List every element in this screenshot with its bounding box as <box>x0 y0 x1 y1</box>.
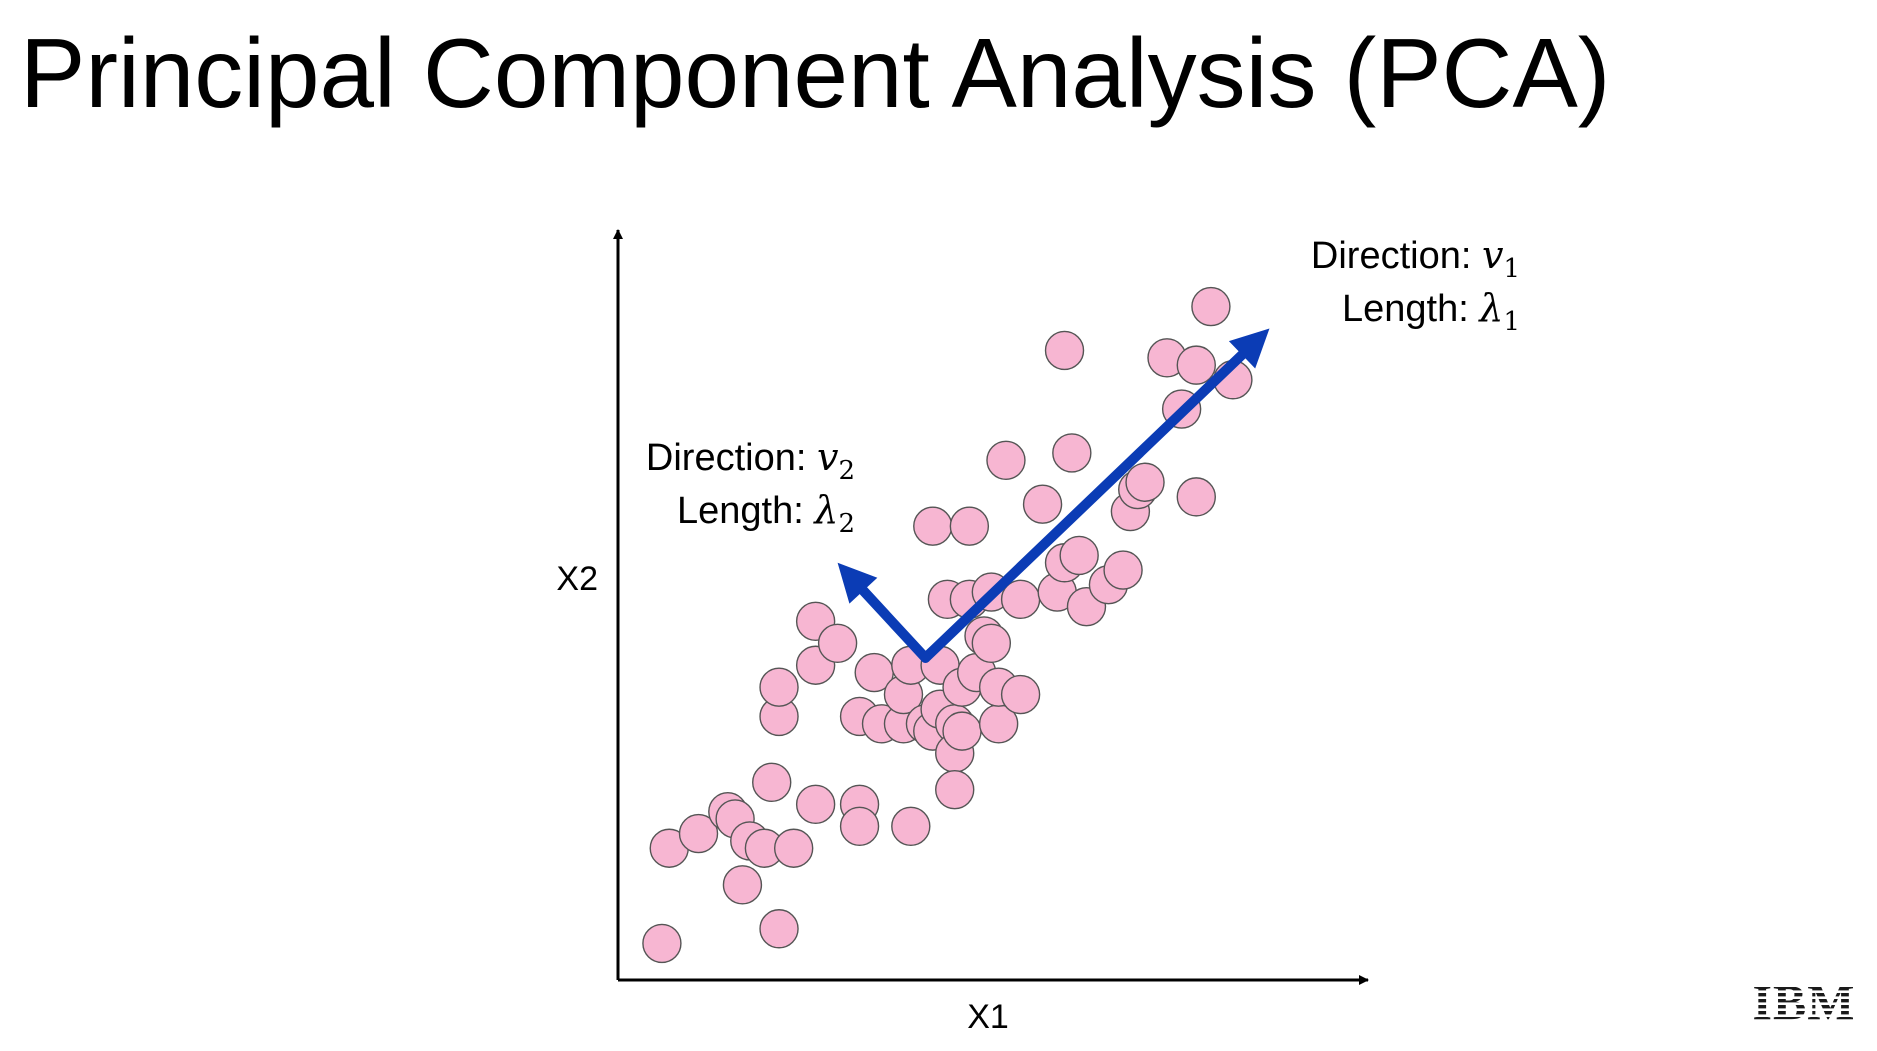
data-point-17 <box>795 784 836 825</box>
data-point-9 <box>759 909 799 949</box>
data-point-16 <box>817 623 858 663</box>
data-point-60 <box>1176 477 1216 517</box>
pc2-vector <box>837 562 931 663</box>
data-point-13 <box>759 667 799 707</box>
data-point-65 <box>1044 330 1085 371</box>
data-point-56 <box>1103 550 1143 590</box>
data-point-44 <box>971 623 1012 663</box>
data-point-10 <box>773 828 814 868</box>
pc2-vector-arrowhead <box>837 562 878 604</box>
x-axis-label: X1 <box>967 998 1009 1036</box>
data-point-33 <box>942 711 982 751</box>
data-point-3 <box>678 813 719 854</box>
slide-title: Principal Component Analysis (PCA) <box>20 18 1611 128</box>
pc2-direction-label: Direction: v2 <box>646 435 855 486</box>
data-point-46 <box>1000 674 1041 715</box>
data-point-64 <box>1176 345 1216 385</box>
data-point-37 <box>949 506 990 546</box>
data-point-52 <box>1059 535 1099 576</box>
data-point-49 <box>1022 484 1063 524</box>
y-axis-label: X2 <box>556 560 598 598</box>
pc1-vector-shaft <box>920 349 1248 663</box>
pc1-vector <box>920 328 1270 663</box>
data-point-48 <box>986 440 1026 480</box>
data-point-6 <box>722 865 763 905</box>
data-point-11 <box>752 762 792 803</box>
data-points <box>642 286 1253 964</box>
data-point-1 <box>642 923 682 964</box>
pc2-vector-shaft <box>858 585 931 663</box>
data-point-36 <box>913 506 953 546</box>
pc1-direction-label: Direction: v1 <box>1311 233 1520 284</box>
data-point-26 <box>891 806 931 846</box>
ibm-logo: IBM <box>1748 975 1860 1023</box>
principal-component-vectors <box>837 328 1270 663</box>
data-point-66 <box>1191 286 1231 327</box>
pc2-length-label: Length: λ2 <box>677 488 855 539</box>
data-point-59 <box>1125 462 1165 502</box>
data-point-53 <box>1052 433 1092 473</box>
pc1-length-label: Length: λ1 <box>1342 286 1520 337</box>
data-point-41 <box>935 769 975 810</box>
data-point-19 <box>839 806 880 846</box>
pc1-vector-arrowhead <box>1228 328 1270 369</box>
